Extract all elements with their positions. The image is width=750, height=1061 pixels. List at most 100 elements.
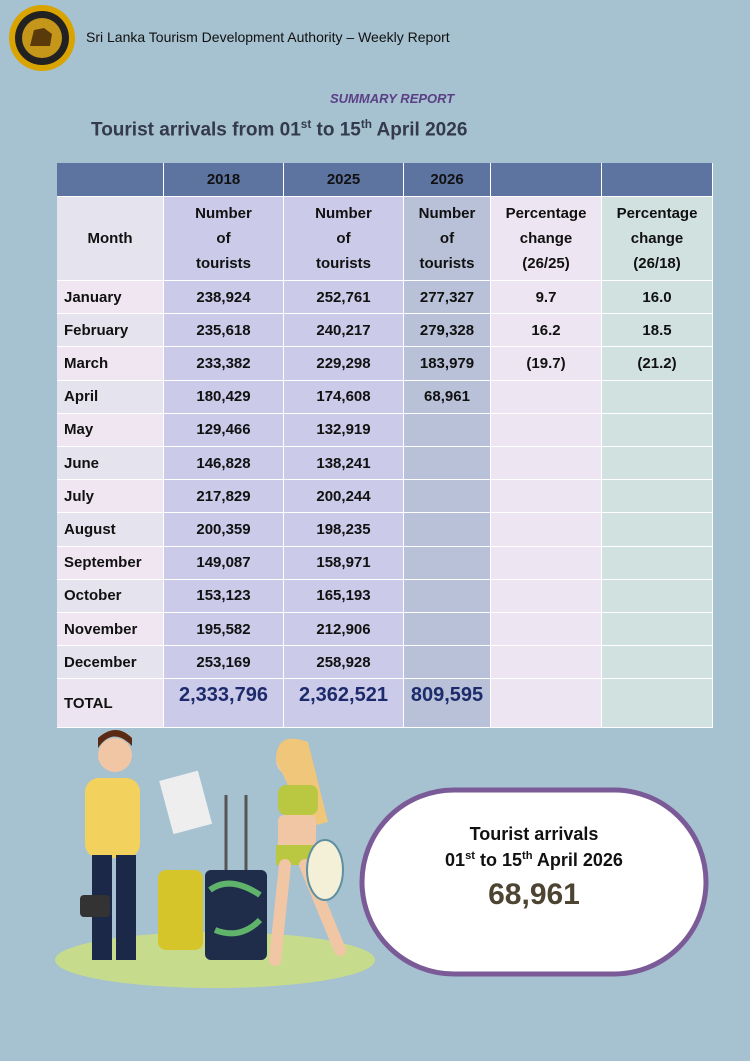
value-cell [404, 480, 491, 514]
text-part: 01 [445, 850, 466, 870]
value-cell: 233,382 [164, 347, 284, 381]
section-label: SUMMARY REPORT [330, 91, 455, 106]
text-part: April 2026 [371, 119, 468, 141]
value-cell [404, 613, 491, 647]
column-header: Number of tourists [404, 197, 491, 281]
total-cell: 809,595 [404, 679, 491, 728]
value-cell: 158,971 [284, 546, 404, 580]
value-cell: 153,123 [164, 579, 284, 613]
text-part: to 15 [475, 850, 523, 870]
callout-value: 68,961 [488, 878, 580, 911]
month-cell: October [57, 579, 164, 613]
value-cell: 200,244 [284, 480, 404, 514]
value-cell: 149,087 [164, 546, 284, 580]
value-cell: 217,829 [164, 480, 284, 514]
callout-label: Tourist arrivals [469, 824, 599, 844]
value-cell [491, 646, 602, 680]
month-cell: December [57, 646, 164, 680]
callout-box [359, 787, 709, 977]
value-cell: 165,193 [284, 579, 404, 613]
value-cell: 132,919 [284, 413, 404, 447]
callout-date: 01st to 15th April 2026 [362, 850, 706, 871]
value-cell: 240,217 [284, 314, 404, 348]
value-cell [491, 380, 602, 414]
text-part: th [360, 118, 372, 131]
value-cell: 258,928 [284, 646, 404, 680]
value-cell [602, 413, 713, 447]
month-cell: September [57, 546, 164, 580]
value-cell: (21.2) [602, 347, 713, 381]
value-cell [602, 579, 713, 613]
column-header: Percentage change (26/25) [491, 197, 602, 281]
month-cell: January [57, 281, 164, 315]
column-header: Number of tourists [284, 197, 404, 281]
value-cell: 229,298 [284, 347, 404, 381]
column-header: Month [57, 197, 164, 281]
value-cell: 180,429 [164, 380, 284, 414]
value-cell [602, 480, 713, 514]
value-cell: 18.5 [602, 314, 713, 348]
year-header [57, 163, 164, 197]
value-cell: 16.0 [602, 281, 713, 315]
month-cell: May [57, 413, 164, 447]
title: Tourist arrivals from 01st to 15th April… [91, 118, 467, 141]
value-cell: 9.7 [491, 281, 602, 315]
text-part: st [300, 118, 312, 131]
value-cell [404, 546, 491, 580]
value-cell [602, 513, 713, 547]
column-header: Percentage change (26/18) [602, 197, 713, 281]
text-part: th [522, 850, 533, 862]
value-cell: 146,828 [164, 447, 284, 481]
value-cell: 68,961 [404, 380, 491, 414]
value-cell [602, 613, 713, 647]
value-cell [602, 546, 713, 580]
month-cell: November [57, 613, 164, 647]
value-cell: (19.7) [491, 347, 602, 381]
value-cell [404, 579, 491, 613]
value-cell: 129,466 [164, 413, 284, 447]
logo [9, 5, 75, 71]
text-part: st [465, 850, 475, 862]
value-cell: 253,169 [164, 646, 284, 680]
year-header [602, 163, 713, 197]
value-cell: 195,582 [164, 613, 284, 647]
month-cell: April [57, 380, 164, 414]
value-cell: 235,618 [164, 314, 284, 348]
value-cell [404, 447, 491, 481]
value-cell [491, 447, 602, 481]
value-cell [602, 447, 713, 481]
value-cell: 279,328 [404, 314, 491, 348]
value-cell [491, 546, 602, 580]
value-cell: 252,761 [284, 281, 404, 315]
value-cell [491, 579, 602, 613]
value-cell: 16.2 [491, 314, 602, 348]
value-cell [491, 613, 602, 647]
total-cell: 2,333,796 [164, 679, 284, 728]
value-cell [602, 380, 713, 414]
year-header: 2026 [404, 163, 491, 197]
total-label: TOTAL [57, 679, 164, 728]
value-cell [602, 646, 713, 680]
year-header [491, 163, 602, 197]
value-cell: 138,241 [284, 447, 404, 481]
value-cell [404, 646, 491, 680]
total-cell: 2,362,521 [284, 679, 404, 728]
year-header: 2025 [284, 163, 404, 197]
total-cell [491, 679, 602, 728]
month-cell: June [57, 447, 164, 481]
total-cell [602, 679, 713, 728]
table: 2018 2025 2026 Month Number of tourists Numbe… [57, 163, 713, 728]
illustration [55, 730, 375, 988]
org-name: Sri Lanka Tourism Development Authority … [86, 29, 450, 45]
value-cell: 183,979 [404, 347, 491, 381]
month-cell: July [57, 480, 164, 514]
month-cell: August [57, 513, 164, 547]
value-cell [491, 480, 602, 514]
value-cell: 200,359 [164, 513, 284, 547]
value-cell [404, 413, 491, 447]
value-cell: 174,608 [284, 380, 404, 414]
value-cell: 238,924 [164, 281, 284, 315]
text-part: Tourist arrivals from 01 [91, 119, 301, 141]
